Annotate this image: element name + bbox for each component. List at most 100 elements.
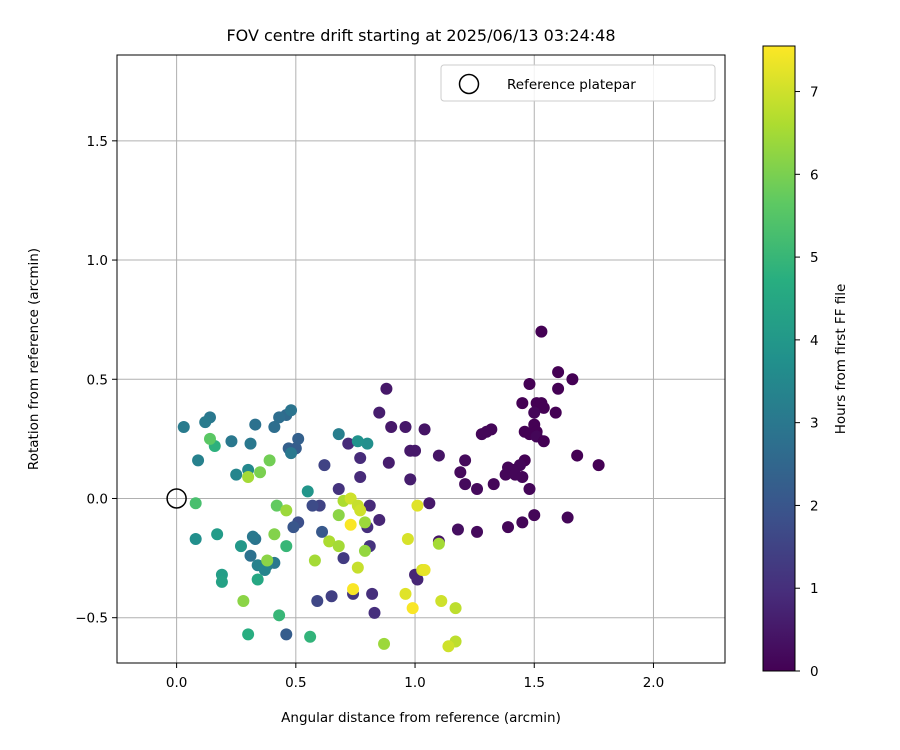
grid xyxy=(117,55,725,663)
scatter-point xyxy=(358,544,371,557)
scatter-point xyxy=(351,435,364,448)
chart-title: FOV centre drift starting at 2025/06/13 … xyxy=(226,26,615,45)
legend-marker-icon xyxy=(458,73,480,95)
scatter-point xyxy=(571,449,584,462)
scatter-point xyxy=(537,401,550,414)
scatter-point xyxy=(561,511,574,524)
scatter-point xyxy=(211,528,224,541)
y-axis-ticks: −0.5 0.0 0.5 1.0 1.5 xyxy=(75,134,117,627)
scatter-point xyxy=(382,456,395,469)
scatter-point xyxy=(480,425,493,438)
scatter-point xyxy=(502,521,515,534)
scatter-point xyxy=(270,499,283,512)
scatter-point xyxy=(592,459,605,472)
y-tick-label: 1.0 xyxy=(87,253,108,269)
scatter-point xyxy=(361,437,374,450)
scatter-point xyxy=(378,637,391,650)
scatter-point xyxy=(323,535,336,548)
scatter-point xyxy=(306,499,319,512)
x-tick-label: 0.5 xyxy=(285,675,306,691)
scatter-point xyxy=(268,528,281,541)
scatter-point xyxy=(347,583,360,596)
scatter-point xyxy=(373,513,386,526)
scatter-point xyxy=(459,454,472,467)
scatter-point xyxy=(318,459,331,472)
y-axis-label: Rotation from reference (arcmin) xyxy=(26,248,42,470)
scatter-point xyxy=(354,451,367,464)
colorbar-ticks: 0 1 2 3 4 5 6 7 xyxy=(795,85,819,680)
scatter-point xyxy=(242,471,255,484)
scatter-point xyxy=(528,406,541,419)
scatter-point xyxy=(487,478,500,491)
scatter-point xyxy=(385,420,398,433)
scatter-point xyxy=(301,485,314,498)
colorbar-gradient xyxy=(762,45,796,672)
legend: Reference platepar xyxy=(440,64,716,102)
scatter-point xyxy=(308,554,321,567)
scatter-point xyxy=(344,518,357,531)
scatter-point xyxy=(177,420,190,433)
colorbar-tick-label: 4 xyxy=(810,333,819,349)
scatter-point xyxy=(203,432,216,445)
scatter-point xyxy=(234,540,247,553)
scatter-point xyxy=(451,523,464,536)
scatter-point xyxy=(199,416,212,429)
scatter-point xyxy=(516,397,529,410)
scatter-point xyxy=(285,404,298,417)
colorbar-tick-label: 0 xyxy=(810,664,819,680)
scatter-point xyxy=(242,628,255,641)
scatter-point xyxy=(254,466,267,479)
scatter-point xyxy=(399,420,412,433)
scatter-point xyxy=(380,382,393,395)
scatter-point xyxy=(528,509,541,522)
scatter-point xyxy=(246,530,259,543)
scatter-point xyxy=(516,471,529,484)
scatter-point xyxy=(354,471,367,484)
scatter-point xyxy=(523,482,536,495)
scatter-point xyxy=(406,602,419,615)
scatter-point xyxy=(292,432,305,445)
scatter-point xyxy=(566,373,579,386)
scatter-point xyxy=(244,549,257,562)
scatter-point xyxy=(373,406,386,419)
scatter-point xyxy=(342,437,355,450)
scatter-point xyxy=(516,516,529,529)
plot-frame xyxy=(116,54,726,664)
scatter-point xyxy=(268,420,281,433)
x-tick-label: 1.5 xyxy=(524,675,545,691)
scatter-point xyxy=(409,444,422,457)
scatter-point xyxy=(442,640,455,653)
y-tick-label: 0.5 xyxy=(87,372,108,388)
scatter-point xyxy=(435,595,448,608)
plot-area xyxy=(117,55,725,663)
scatter-point xyxy=(263,454,276,467)
scatter-point xyxy=(249,418,262,431)
scatter-point xyxy=(471,525,484,538)
colorbar-label: Hours from first FF file xyxy=(833,284,849,435)
scatter-point xyxy=(401,533,414,546)
scatter-point xyxy=(225,435,238,448)
scatter-point xyxy=(244,437,257,450)
scatter-point xyxy=(552,366,565,379)
scatter-point xyxy=(285,447,298,460)
scatter-point xyxy=(261,554,274,567)
scatter-point xyxy=(189,533,202,546)
colorbar: 0 1 2 3 4 5 6 7 Hours from first FF file xyxy=(762,45,849,680)
x-tick-label: 0.0 xyxy=(166,675,187,691)
scatter-point xyxy=(304,630,317,643)
scatter-point xyxy=(287,521,300,534)
scatter-point xyxy=(411,499,424,512)
scatter-point xyxy=(332,482,345,495)
scatter-point xyxy=(411,573,424,586)
colorbar-tick-label: 3 xyxy=(810,416,819,432)
scatter-point xyxy=(316,525,329,538)
colorbar-tick-label: 7 xyxy=(810,85,819,101)
scatter-point xyxy=(432,449,445,462)
scatter-point xyxy=(535,325,548,338)
legend-box xyxy=(440,64,716,102)
scatter-point xyxy=(337,552,350,565)
y-tick-label: 0.0 xyxy=(87,491,108,507)
scatter-point xyxy=(432,537,445,550)
legend-label-reference: Reference platepar xyxy=(507,77,636,93)
